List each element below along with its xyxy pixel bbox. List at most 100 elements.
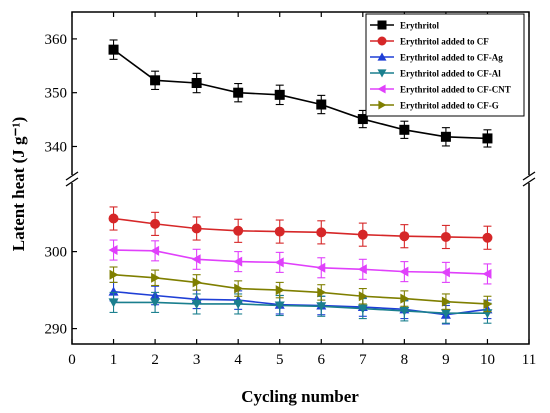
data-point [234,283,244,294]
data-point [482,268,492,279]
legend-item: Erythritol added to CF-Al [370,69,501,79]
legend-label: Erythritol added to CF-G [400,101,499,111]
data-point [191,254,201,265]
x-axis-title: Cycling number [241,387,359,406]
data-point [150,245,160,256]
data-point [192,277,202,288]
y-tick-label: 350 [45,86,68,102]
series-erythritol-added-to-cf-g [109,266,493,313]
y-tick-label: 360 [45,32,68,48]
x-tick-label: 6 [318,352,326,368]
data-point [357,114,368,125]
plot-area: 0 1 2 3 4 5 6 7 8 9 10 11 340 350 360 290 300 [45,11,536,368]
x-tick-label: 11 [522,352,536,368]
legend-item: Erythritol added to CF-G [370,100,499,111]
data-point [233,87,244,98]
data-point [358,291,368,302]
data-point [399,266,409,277]
data-point [357,304,368,314]
data-point [441,296,451,307]
series-line [113,249,488,275]
legend-label: Erythritol added to CF-Ag [400,53,503,63]
legend-label: Erythritol added to CF-CNT [400,85,511,95]
series-layer [108,39,493,325]
data-point [233,225,244,236]
data-point [316,227,327,238]
x-tick-label: 0 [68,352,76,368]
data-point [316,262,326,273]
series-line [113,273,488,305]
x-tick-label: 1 [110,352,118,368]
y-axis-title: Latent heat (J g⁻¹) [9,117,28,251]
data-point [274,89,285,100]
data-point [357,264,367,275]
data-point [316,302,327,312]
x-tick-label: 10 [480,352,495,368]
y-tick-label: 290 [45,322,68,338]
x-tick-label: 4 [234,352,242,368]
data-point [483,298,493,309]
data-point [108,298,119,308]
legend-swatch-marker [377,84,386,94]
data-point [150,75,161,86]
legend-item: Erythritol added to CF [370,36,489,47]
data-point [316,99,327,110]
axis-break-slash [65,171,79,181]
legend-box [365,13,525,117]
legend-item: Erythritol added to CF-CNT [370,84,511,95]
data-point [108,44,119,55]
data-point [150,298,161,308]
x-tick-label: 2 [151,352,159,368]
data-point [357,229,368,240]
data-point [233,299,244,309]
legend-swatch-marker [377,69,387,78]
data-point [274,226,285,237]
legend-swatch-marker [377,52,387,61]
axis-break-gap [65,175,79,183]
legend-item: Erythritol [370,20,439,31]
data-point [440,231,451,242]
x-tick-label: 3 [193,352,201,368]
legend-swatch-marker [377,20,387,30]
data-point [275,285,285,296]
series-line [113,301,488,315]
axis-break-slash [522,177,536,187]
x-tick-label: 9 [442,352,450,368]
data-point [440,267,450,278]
series-erythritol-added-to-cf-cnt [108,239,492,285]
axis-break [65,171,536,187]
x-tick-label: 8 [401,352,409,368]
axis-break-slash [522,171,536,181]
data-point [317,287,327,298]
data-point [191,78,202,89]
legend-label: Erythritol [400,21,439,31]
data-point [274,257,284,268]
legend-item: Erythritol added to CF-Ag [370,52,503,63]
y-tick-label: 340 [45,139,68,155]
data-point [399,231,410,242]
series-erythritol [108,39,493,148]
data-point [233,256,243,267]
data-point [150,218,161,229]
data-point [440,131,451,142]
x-tick-label: 7 [359,352,367,368]
legend-label: Erythritol added to CF [400,37,489,47]
data-point [482,232,493,243]
series-line [113,217,488,239]
data-point [440,309,451,319]
data-point [151,272,161,283]
data-point [191,299,202,309]
axis-ticks: 0 1 2 3 4 5 6 7 8 9 10 11 340 350 360 290 300 [45,12,536,368]
data-point [191,223,202,234]
data-point [109,269,119,280]
data-point [108,213,119,224]
data-point [399,124,410,135]
series-erythritol-added-to-cf [108,206,493,250]
data-point [399,306,410,316]
y-tick-label: 300 [45,245,68,261]
x-tick-label: 5 [276,352,284,368]
legend-label: Erythritol added to CF-Al [400,69,501,79]
legend-swatch-marker [378,100,387,110]
data-point [274,301,285,311]
